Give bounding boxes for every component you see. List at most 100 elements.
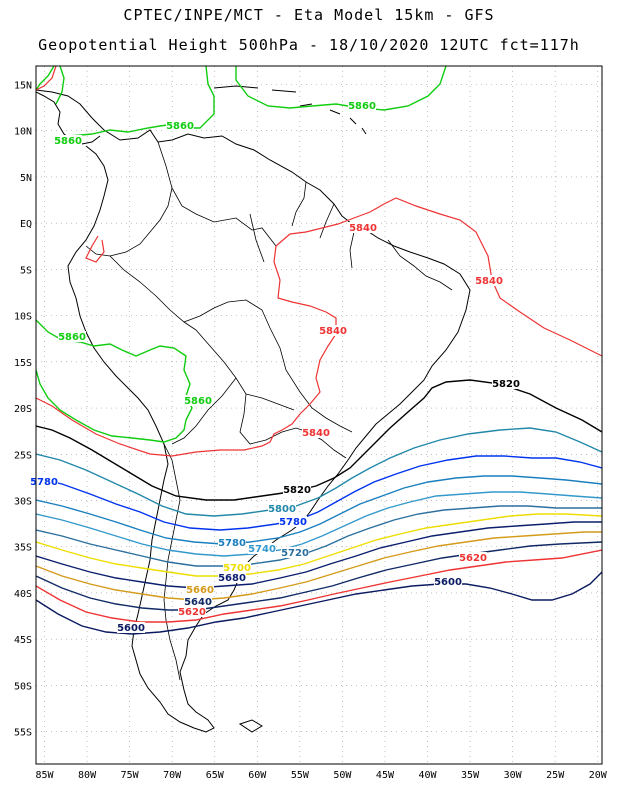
contour-5760 [36,475,602,545]
contour-label: 5860 [58,332,86,343]
contour-label-background [319,325,347,336]
contour-5620 [36,549,602,623]
lat-tick-label: 10N [14,127,32,138]
lon-tick-label: 65W [206,770,225,781]
contour-label: 5820 [492,379,520,390]
contour-label: 5620 [178,607,206,618]
contour-5800 [36,427,602,517]
caribbean-islands [213,85,367,135]
contour-label-background [281,547,309,558]
contour-label-background [218,537,246,548]
south-america-coastline [36,89,471,733]
contour-label-background [434,576,462,587]
graticule [36,66,602,764]
contour-5660 [36,531,602,601]
contour-label: 5840 [319,326,347,337]
lat-tick-label: 55S [14,728,32,739]
contour-label: 5660 [186,585,214,596]
longitude-tick-labels: 85W 80W 75W 70W 65W 60W 55W 50W 45W 40W 35W 30W 25W 2… [35,770,607,781]
contour-5700 [36,513,602,577]
lon-tick-label: 50W [333,770,352,781]
contour-label: 5860 [54,136,82,147]
contour-label-background [283,484,311,495]
contour-label: 5840 [475,276,503,287]
contour-label-background [166,120,194,131]
contour-label: 5700 [223,563,251,574]
lat-tick-label: 35S [14,543,32,554]
contour-label: 5840 [302,428,330,439]
coastlines [36,85,471,733]
contour-label-background [218,572,246,583]
contour-5680 [36,521,602,589]
chart-title-line-2: Geopotential Height 500hPa - 18/10/2020 … [38,36,580,54]
contour-label-background [459,552,487,563]
falklands [238,719,263,733]
contour-label: 5680 [218,573,246,584]
contour-label-background [492,378,520,389]
chart-title-line-1: CPTEC/INPE/MCT - Eta Model 15km - GFS [123,6,495,24]
contour-label: 5780 [218,538,246,549]
lat-tick-label: 5S [20,265,32,276]
contour-5820 [36,379,602,501]
lat-tick-label: 30S [14,497,32,508]
contour-label-background [279,516,307,527]
contour-label: 5740 [248,544,276,555]
contour-label: 5780 [30,477,58,488]
contour-label: 5820 [283,485,311,496]
contour-5720 [36,505,602,567]
contour-5600 [36,571,602,635]
contour-label-background [248,543,276,554]
contour-label-background [349,222,377,233]
contour-labels: 5860 5860 5860 5860 5860 5840 5840 5840 5840 5820… [30,100,520,634]
contour-label: 5600 [117,623,145,634]
lon-tick-label: 60W [248,770,267,781]
lon-tick-label: 70W [163,770,182,781]
lon-tick-label: 45W [376,770,395,781]
contour-lines [36,66,602,635]
lon-tick-label: 80W [78,770,97,781]
lat-tick-label: 20S [14,404,32,415]
contour-label-background [30,476,58,487]
lon-tick-label: 55W [291,770,310,781]
lon-tick-label: 75W [121,770,140,781]
contour-label: 5860 [166,121,194,132]
lon-tick-label: 30W [504,770,523,781]
contour-label: 5620 [459,553,487,564]
contour-label: 5840 [349,223,377,234]
lat-tick-label: 10S [14,312,32,323]
latitude-tick-labels: 15N 10N 5N EQ 5S 10S 15S 20S 25S 30S 35S 40S 45S 50S 5… [14,80,32,738]
contour-5740 [36,491,602,557]
plot-frame [35,65,603,765]
contour-5780 [36,455,602,531]
lon-tick-label: 35W [461,770,480,781]
contour-label-background [117,622,145,633]
lon-tick-label: 40W [418,770,437,781]
contour-label: 5720 [281,548,309,559]
lon-tick-label: 25W [546,770,565,781]
lat-tick-label: 50S [14,681,32,692]
contour-label-background [184,596,212,607]
contour-label-background [178,606,206,617]
contour-label: 5860 [348,101,376,112]
contour-label: 5600 [434,577,462,588]
contour-5860-north [36,66,447,141]
lat-tick-label: 15N [14,80,32,91]
lon-tick-label: 20W [589,770,608,781]
contour-label-background [268,503,296,514]
contour-label: 5640 [184,597,212,608]
contour-label: 5800 [268,504,296,515]
lat-tick-label: EQ [20,219,32,230]
central-america-coastline [36,91,101,145]
contour-label-background [58,331,86,342]
contour-label-background [475,275,503,286]
lon-tick-label: 85W [35,770,54,781]
contour-label-background [223,562,251,573]
lat-tick-label: 5N [20,173,32,184]
contour-5840 [36,66,602,457]
lat-tick-label: 25S [14,450,32,461]
country-borders [85,141,453,681]
contour-label: 5780 [279,517,307,528]
contour-label-background [54,135,82,146]
contour-label-background [348,100,376,111]
